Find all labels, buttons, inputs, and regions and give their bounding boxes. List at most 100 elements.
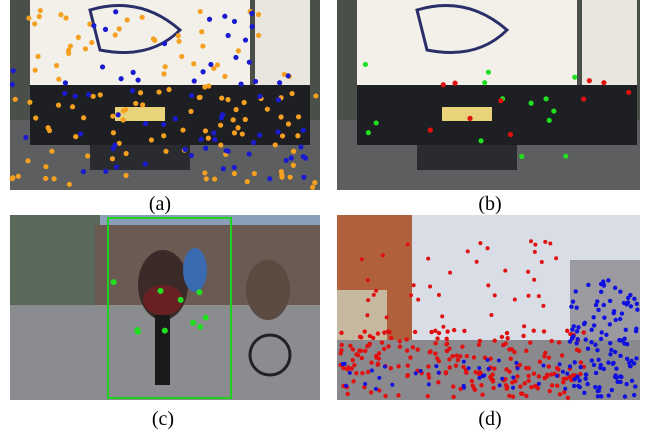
point (426, 394, 430, 398)
point (275, 129, 280, 134)
point (180, 127, 185, 132)
point (562, 390, 566, 394)
point (198, 9, 203, 14)
point (593, 343, 597, 347)
point (372, 293, 376, 297)
point (43, 176, 48, 181)
point (557, 340, 561, 344)
point (301, 154, 306, 159)
point (451, 384, 455, 388)
point (35, 54, 40, 59)
point (406, 363, 410, 367)
point (208, 62, 213, 67)
point (360, 371, 364, 375)
point (123, 173, 128, 178)
point (222, 14, 227, 19)
point (200, 43, 205, 48)
point (119, 76, 124, 81)
point (131, 70, 136, 75)
point (345, 367, 349, 371)
point (232, 171, 237, 176)
point (301, 128, 306, 133)
point (566, 396, 570, 400)
point (225, 97, 230, 102)
point (235, 125, 240, 130)
point (76, 35, 81, 40)
point (514, 361, 518, 365)
point (465, 354, 469, 358)
point (444, 370, 448, 374)
point (584, 337, 588, 341)
point (558, 392, 562, 396)
point (67, 182, 72, 187)
point (547, 364, 551, 368)
point (542, 376, 546, 380)
point (532, 328, 536, 332)
point (448, 271, 452, 275)
point (173, 116, 178, 121)
point (245, 179, 250, 184)
point (25, 158, 30, 163)
point (610, 388, 614, 392)
point (406, 242, 410, 246)
point (219, 95, 224, 100)
point (574, 306, 578, 310)
point (626, 300, 630, 304)
point (510, 347, 514, 351)
point (435, 356, 439, 360)
point (278, 114, 283, 119)
point (56, 103, 61, 108)
point (138, 90, 143, 95)
point (236, 48, 241, 53)
point (360, 356, 364, 360)
point (620, 311, 624, 315)
point (267, 176, 272, 181)
point (163, 149, 168, 154)
point (618, 289, 622, 293)
point (543, 240, 547, 244)
point (500, 335, 504, 339)
point (158, 288, 164, 294)
point (33, 68, 38, 73)
point (211, 130, 216, 135)
point (203, 314, 209, 320)
point (473, 370, 477, 374)
point (63, 15, 68, 20)
point (511, 395, 515, 399)
point (363, 382, 367, 386)
panel-c-photo (10, 215, 320, 400)
point (582, 330, 586, 334)
point (189, 93, 194, 98)
point (389, 366, 393, 370)
point (518, 384, 522, 388)
point (479, 383, 483, 387)
point (504, 367, 508, 371)
point (273, 142, 278, 147)
point (450, 354, 454, 358)
point (452, 328, 456, 332)
point (595, 348, 599, 352)
point (121, 108, 126, 113)
point (385, 315, 389, 319)
point (527, 294, 531, 298)
point (452, 81, 457, 86)
point (43, 164, 48, 169)
point (81, 115, 86, 120)
point (524, 394, 528, 398)
point (156, 89, 161, 94)
point (575, 329, 579, 333)
point (313, 93, 318, 98)
point (596, 358, 600, 362)
point (478, 339, 482, 343)
point (162, 328, 168, 334)
point (191, 61, 196, 66)
point (38, 8, 43, 13)
point (247, 151, 252, 156)
point (549, 372, 553, 376)
point (428, 350, 432, 354)
point (231, 117, 236, 122)
point (341, 362, 345, 366)
point (579, 360, 583, 364)
point (456, 358, 460, 362)
point (366, 298, 370, 302)
